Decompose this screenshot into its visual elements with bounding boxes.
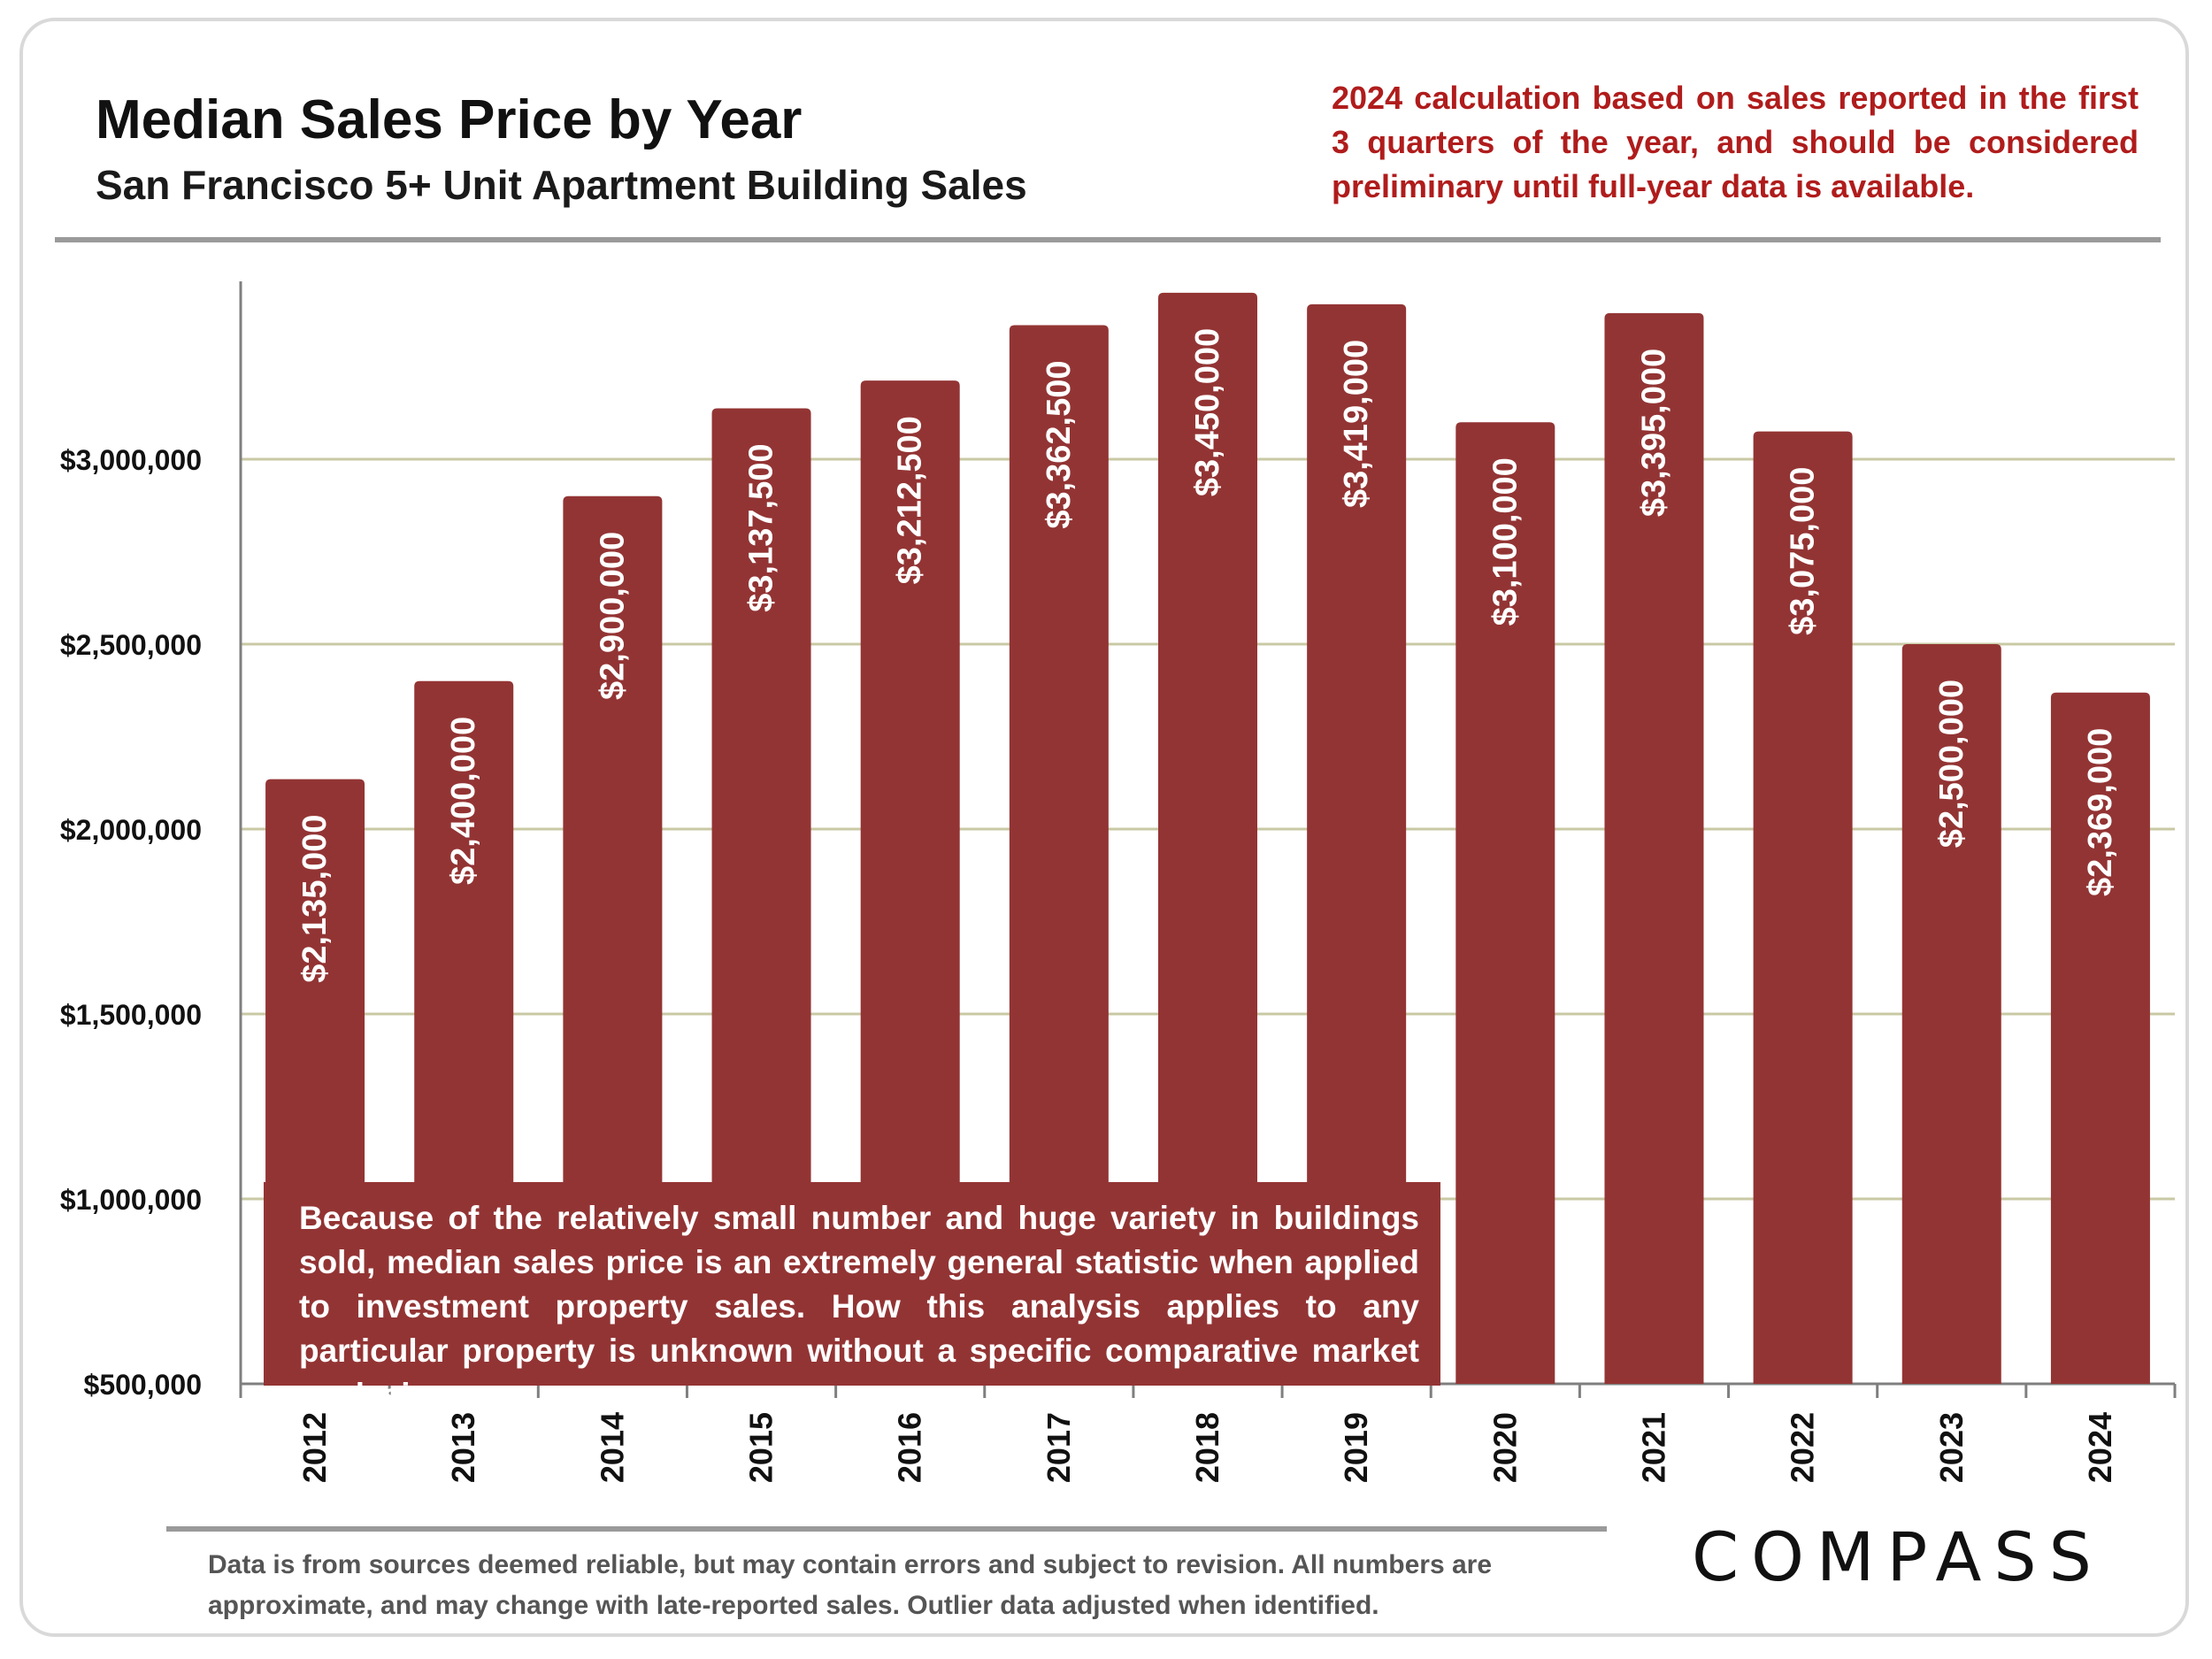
bar-value-label: $3,100,000 bbox=[1486, 457, 1524, 626]
bar bbox=[1604, 312, 1704, 1384]
bar bbox=[711, 408, 811, 1384]
bar-value-label: $3,419,000 bbox=[1338, 340, 1375, 508]
x-tick-label: 2013 bbox=[445, 1412, 481, 1483]
bar-value-label: $3,450,000 bbox=[1189, 328, 1226, 496]
x-tick-label: 2016 bbox=[892, 1412, 928, 1483]
bar-value-label: $2,900,000 bbox=[594, 532, 631, 700]
bar bbox=[563, 495, 663, 1384]
bar-value-label: $2,369,000 bbox=[2082, 728, 2119, 896]
preliminary-note: 2024 calculation based on sales reported… bbox=[1332, 80, 2139, 204]
x-tick-label: 2023 bbox=[1933, 1412, 1970, 1483]
bar-value-label: $3,212,500 bbox=[892, 416, 929, 584]
header-divider bbox=[55, 237, 2161, 242]
x-tick-label: 2021 bbox=[1635, 1412, 1671, 1483]
y-tick-label: $2,500,000 bbox=[60, 629, 202, 661]
x-tick-label: 2020 bbox=[1486, 1412, 1523, 1483]
x-tick-label: 2015 bbox=[743, 1412, 780, 1483]
x-tick-label: 2019 bbox=[1338, 1412, 1374, 1483]
bar bbox=[860, 380, 960, 1384]
x-tick-label: 2012 bbox=[296, 1412, 333, 1483]
bar-value-label: $3,395,000 bbox=[1635, 349, 1672, 517]
x-tick-label: 2024 bbox=[2082, 1412, 2118, 1483]
bar bbox=[1307, 303, 1407, 1384]
bar bbox=[1455, 422, 1555, 1385]
bar-value-label: $2,400,000 bbox=[445, 717, 482, 885]
y-tick-label: $500,000 bbox=[84, 1369, 202, 1401]
x-tick-label: 2018 bbox=[1189, 1412, 1225, 1483]
y-tick-label: $3,000,000 bbox=[60, 444, 202, 476]
y-tick-label: $1,000,000 bbox=[60, 1184, 202, 1216]
bar bbox=[1901, 644, 2001, 1384]
y-tick-label: $1,500,000 bbox=[60, 999, 202, 1031]
chart-subtitle: San Francisco 5+ Unit Apartment Building… bbox=[96, 162, 1027, 208]
bar-value-label: $3,075,000 bbox=[1785, 467, 1822, 635]
x-tick-label: 2017 bbox=[1041, 1412, 1077, 1483]
bar bbox=[1753, 431, 1853, 1384]
bar bbox=[1158, 292, 1257, 1384]
bar-value-label: $2,135,000 bbox=[296, 815, 334, 983]
x-tick-label: 2014 bbox=[594, 1412, 630, 1483]
x-tick-label: 2022 bbox=[1785, 1412, 1821, 1483]
footer-divider bbox=[166, 1526, 1607, 1532]
bar-value-label: $2,500,000 bbox=[1933, 680, 1970, 848]
disclaimer-callout: Because of the relatively small number a… bbox=[264, 1182, 1440, 1413]
bar bbox=[1009, 325, 1109, 1385]
bar-value-label: $3,137,500 bbox=[743, 444, 780, 612]
chart-title: Median Sales Price by Year bbox=[96, 89, 803, 150]
compass-logo: COMPASS bbox=[1692, 1517, 2104, 1596]
footer-disclaimer: Data is from sources deemed reliable, bu… bbox=[208, 1550, 1493, 1620]
y-tick-label: $2,000,000 bbox=[60, 814, 202, 846]
bar bbox=[2050, 692, 2150, 1384]
bar-value-label: $3,362,500 bbox=[1041, 360, 1078, 528]
